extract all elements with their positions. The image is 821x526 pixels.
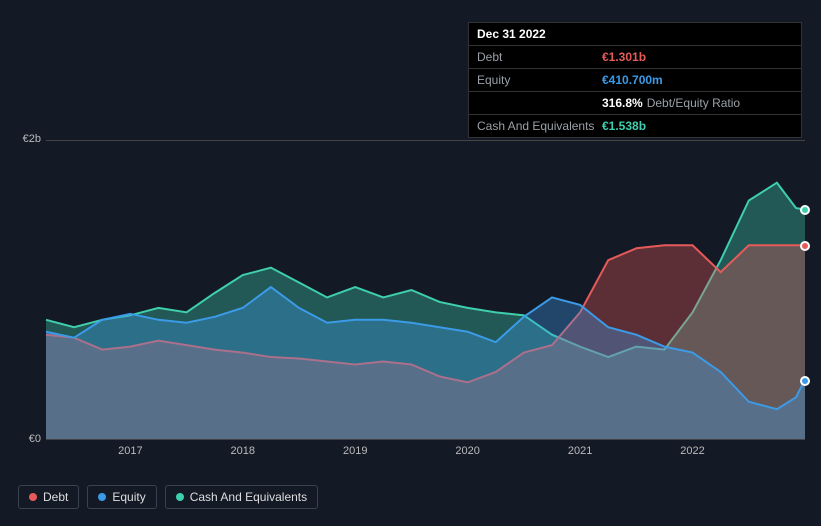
marker-debt [800, 241, 810, 251]
x-axis-label: 2018 [231, 445, 255, 457]
legend: Debt Equity Cash And Equivalents [18, 485, 318, 509]
legend-dot-icon [98, 493, 106, 501]
x-axis-label: 2021 [568, 445, 592, 457]
legend-dot-icon [29, 493, 37, 501]
legend-label: Equity [112, 490, 145, 504]
chart-svg [46, 141, 805, 439]
chart: €0€2b201720182019202020212022 [16, 120, 805, 480]
legend-dot-icon [176, 493, 184, 501]
x-axis-label: 2022 [680, 445, 704, 457]
legend-label: Cash And Equivalents [190, 490, 307, 504]
plot-area[interactable] [46, 140, 805, 440]
legend-item-cash-and-equivalents[interactable]: Cash And Equivalents [165, 485, 318, 509]
tooltip-row-label: Debt [477, 50, 602, 64]
marker-equity [800, 376, 810, 386]
tooltip-row-label: Equity [477, 73, 602, 87]
legend-item-equity[interactable]: Equity [87, 485, 156, 509]
x-axis-label: 2019 [343, 445, 367, 457]
marker-cash-and-equivalents [800, 205, 810, 215]
tooltip-row-value: €1.301b [602, 50, 646, 64]
tooltip-row-label [477, 96, 602, 110]
y-axis-label: €2b [1, 133, 41, 145]
tooltip-row-value: 316.8% [602, 96, 643, 110]
tooltip-row: Debt€1.301b [469, 46, 801, 69]
legend-label: Debt [43, 490, 68, 504]
tooltip-row: Equity€410.700m [469, 69, 801, 92]
tooltip-date: Dec 31 2022 [477, 27, 546, 41]
x-axis-label: 2017 [118, 445, 142, 457]
tooltip-row-value: €410.700m [602, 73, 663, 87]
tooltip-date-row: Dec 31 2022 [469, 23, 801, 46]
tooltip-row: 316.8% Debt/Equity Ratio [469, 92, 801, 115]
tooltip-row-sublabel: Debt/Equity Ratio [647, 96, 740, 110]
x-axis-label: 2020 [455, 445, 479, 457]
legend-item-debt[interactable]: Debt [18, 485, 79, 509]
y-axis-label: €0 [1, 433, 41, 445]
